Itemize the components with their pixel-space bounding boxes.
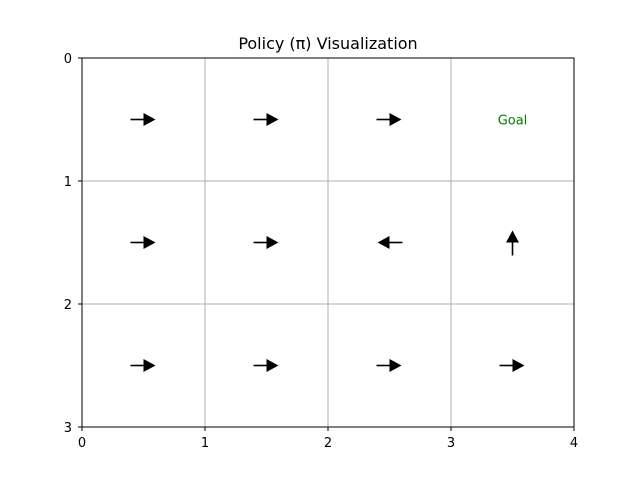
policy-arrow-right bbox=[376, 113, 402, 126]
x-tick-label: 4 bbox=[570, 436, 578, 451]
policy-arrow-right bbox=[253, 113, 279, 126]
x-tick-label: 3 bbox=[447, 436, 455, 451]
y-tick-label: 0 bbox=[64, 52, 72, 67]
arrow-head bbox=[143, 113, 156, 126]
policy-arrow-right bbox=[130, 359, 156, 372]
chart-title: Policy (π) Visualization bbox=[238, 34, 417, 53]
y-tick-label: 3 bbox=[64, 421, 72, 436]
policy-arrow-right bbox=[499, 359, 525, 372]
arrow-head bbox=[506, 230, 519, 243]
policy-arrow-right bbox=[253, 236, 279, 249]
y-tick-label: 1 bbox=[64, 175, 72, 190]
axis-ticks: 0 1 2 3 4 0 1 2 3 bbox=[64, 52, 578, 451]
policy-cells: Goal bbox=[130, 113, 528, 372]
policy-arrow-up bbox=[506, 230, 519, 256]
arrow-head bbox=[266, 113, 279, 126]
x-tick-label: 0 bbox=[78, 436, 86, 451]
arrow-head bbox=[266, 359, 279, 372]
arrow-head bbox=[143, 359, 156, 372]
grid-lines bbox=[82, 58, 574, 427]
y-tick-label: 2 bbox=[64, 298, 72, 313]
x-tick-label: 2 bbox=[324, 436, 332, 451]
arrow-head bbox=[377, 236, 390, 249]
goal-label: Goal bbox=[498, 114, 528, 129]
arrow-head bbox=[266, 236, 279, 249]
policy-arrow-right bbox=[130, 113, 156, 126]
arrow-head bbox=[389, 113, 402, 126]
policy-arrow-right bbox=[130, 236, 156, 249]
x-tick-label: 1 bbox=[201, 436, 209, 451]
policy-arrow-right bbox=[376, 359, 402, 372]
arrow-head bbox=[512, 359, 525, 372]
arrow-head bbox=[143, 236, 156, 249]
policy-arrow-right bbox=[253, 359, 279, 372]
policy-arrow-left bbox=[377, 236, 403, 249]
arrow-head bbox=[389, 359, 402, 372]
